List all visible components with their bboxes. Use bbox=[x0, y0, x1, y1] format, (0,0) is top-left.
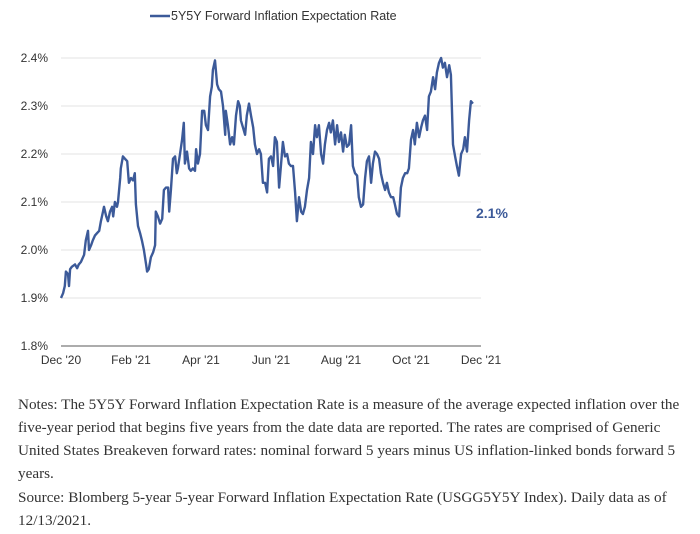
y-tick-label: 2.4% bbox=[21, 51, 49, 65]
x-tick-label: Oct '21 bbox=[392, 353, 430, 367]
series-line-5y5y bbox=[59, 56, 474, 299]
legend-label: 5Y5Y Forward Inflation Expectation Rate bbox=[171, 9, 397, 23]
chart-source: Source: Blomberg 5-year 5-year Forward I… bbox=[18, 489, 667, 529]
inflation-line-chart: 5Y5Y Forward Inflation Expectation Rate … bbox=[21, 9, 509, 367]
y-tick-label: 1.9% bbox=[21, 291, 49, 305]
y-tick-label: 2.3% bbox=[21, 99, 49, 113]
chart-legend: 5Y5Y Forward Inflation Expectation Rate bbox=[150, 9, 397, 23]
y-tick-label: 2.1% bbox=[21, 195, 49, 209]
y-tick-label: 1.8% bbox=[21, 339, 49, 353]
x-tick-label: Aug '21 bbox=[321, 353, 362, 367]
x-tick-label: Dec '20 bbox=[41, 353, 82, 367]
y-tick-label: 2.0% bbox=[21, 243, 49, 257]
x-tick-label: Feb '21 bbox=[111, 353, 151, 367]
end-value-label: 2.1% bbox=[476, 205, 508, 221]
x-tick-label: Apr '21 bbox=[182, 353, 220, 367]
x-tick-label: Jun '21 bbox=[252, 353, 291, 367]
x-tick-label: Dec '21 bbox=[461, 353, 502, 367]
chart-notes: Notes: The 5Y5Y Forward Inflation Expect… bbox=[18, 396, 680, 482]
y-tick-label: 2.2% bbox=[21, 147, 49, 161]
